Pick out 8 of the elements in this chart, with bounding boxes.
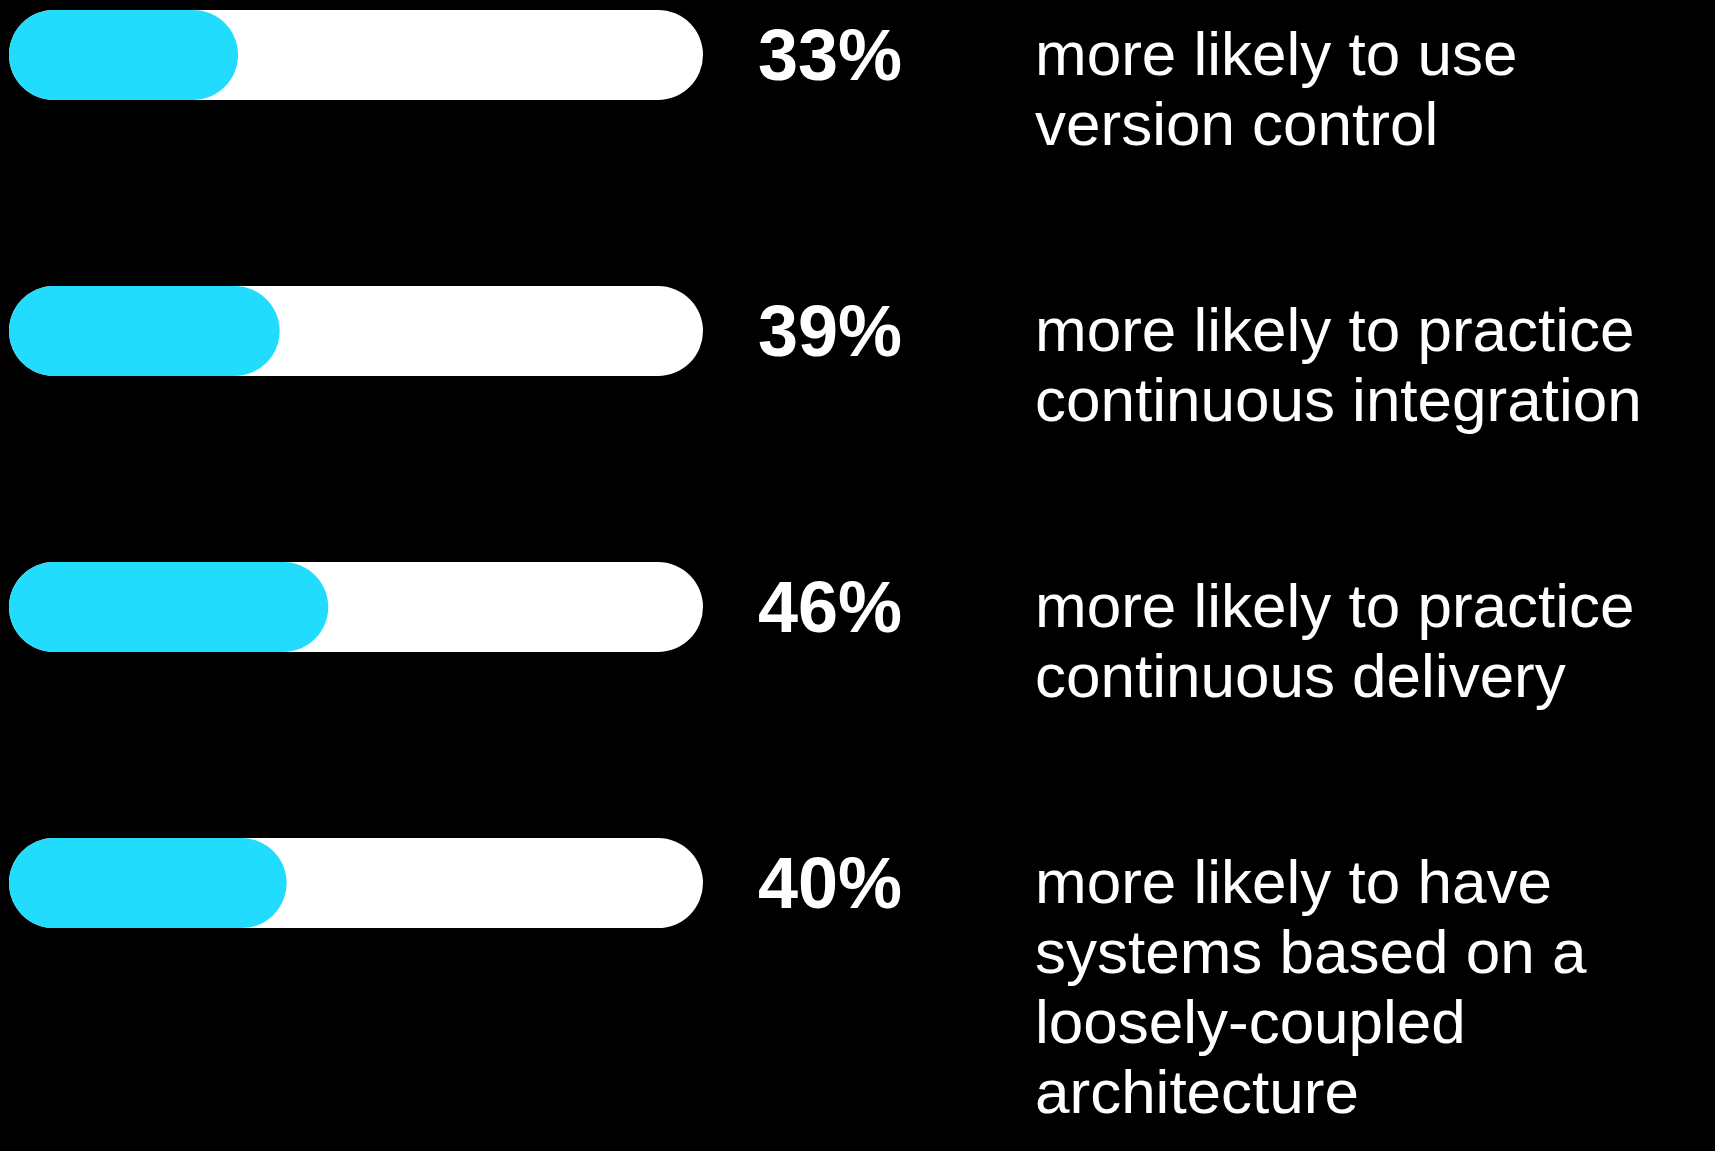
y-tick-label: more likely to practice continuous delivery (1035, 571, 1635, 711)
y-tick-label: more likely to practice continuous integration (1035, 294, 1642, 434)
data-label: 40% (758, 843, 903, 924)
y-tick-label: more likely to have systems based on a loosely-coupled architecture (1035, 847, 1587, 1127)
data-label: 46% (758, 567, 903, 648)
data-label: 33% (758, 14, 903, 95)
y-tick-label: more likely to use version control (1035, 18, 1518, 158)
data-label: 39% (758, 290, 903, 371)
